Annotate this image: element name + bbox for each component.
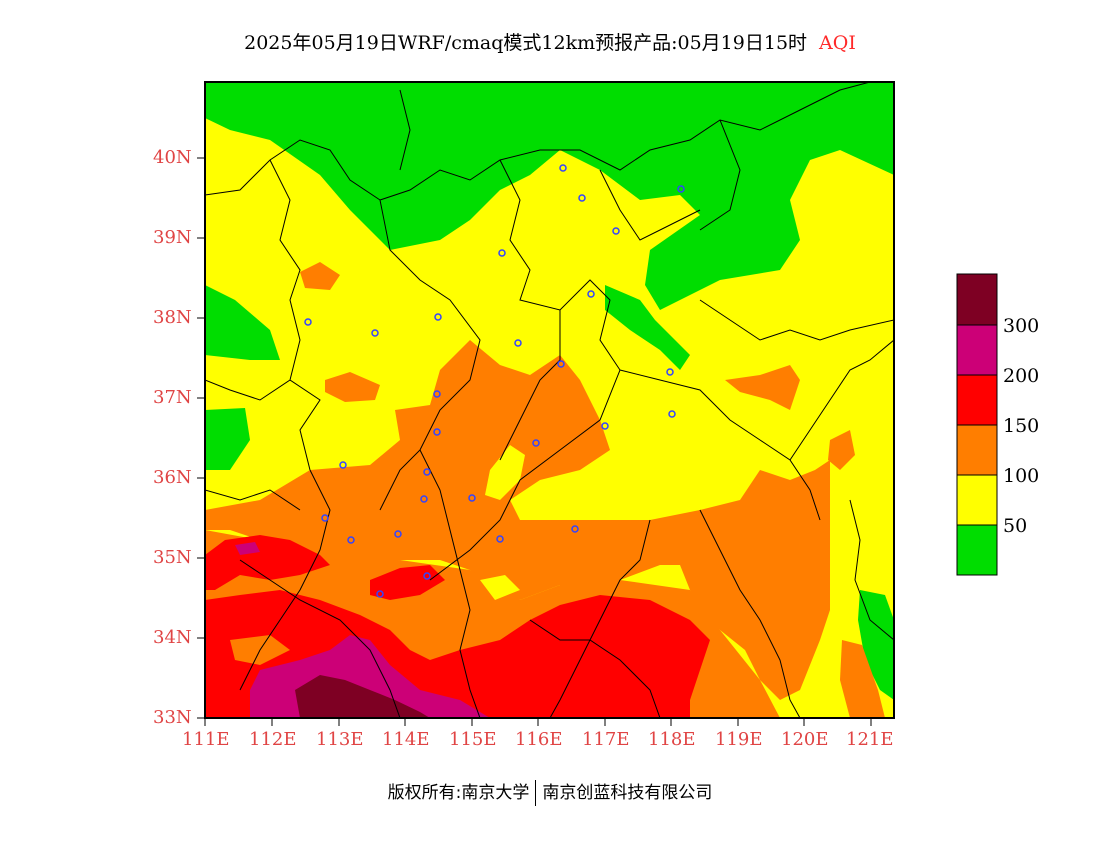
title-main: 2025年05月19日WRF/cmaq模式12km预报产品:05月19日15时 <box>244 32 808 54</box>
lon-tick-119: 119E <box>715 729 763 750</box>
lon-tick-121: 121E <box>846 729 894 750</box>
zone-usg-spot1 <box>300 262 340 290</box>
zone-unhealthy-w <box>205 535 330 590</box>
legend-swatch-hazardous <box>956 273 998 326</box>
lat-tick-39: 39N <box>153 227 192 248</box>
zone-good-west2 <box>205 408 250 470</box>
lat-tick-38: 38N <box>153 307 192 328</box>
lat-tick-36: 36N <box>153 467 192 488</box>
zone-good-bay <box>605 285 690 370</box>
lon-tick-118: 118E <box>648 729 696 750</box>
lat-tick-40: 40N <box>153 147 192 168</box>
zone-moderate-pocket <box>485 445 525 500</box>
copyright-footer: 版权所有:南京大学 南京创蓝科技有限公司 <box>0 778 1100 806</box>
lat-tick-35: 35N <box>153 547 192 568</box>
zone-usg-spot3 <box>828 430 855 470</box>
lat-tick-33: 33N <box>153 707 192 728</box>
map-title: 2025年05月19日WRF/cmaq模式12km预报产品:05月19日15时 A… <box>0 28 1100 55</box>
zone-usg-coast <box>840 640 885 718</box>
axis-ticks <box>197 157 872 726</box>
city-markers <box>304 164 685 598</box>
footer-left: 版权所有:南京大学 <box>387 783 530 803</box>
legend-label-300: 300 <box>1003 315 1040 337</box>
zone-usg-east <box>725 365 800 410</box>
lat-tick-34: 34N <box>153 627 192 648</box>
lon-tick-120: 120E <box>781 729 829 750</box>
admin-boundaries <box>205 82 894 718</box>
aqi-field <box>205 82 894 718</box>
zone-good-west <box>205 285 280 360</box>
zone-good-coast <box>858 590 894 700</box>
lon-tick-113: 113E <box>316 729 364 750</box>
zone-usg-belt <box>205 340 830 700</box>
zone-moderate-pocket2 <box>480 575 520 600</box>
legend-colorbar <box>956 273 998 576</box>
lon-tick-114: 114E <box>382 729 430 750</box>
legend-label-150: 150 <box>1003 415 1040 437</box>
zone-usg-spot2 <box>325 372 380 402</box>
lon-tick-112: 112E <box>249 729 297 750</box>
legend-swatch-moderate <box>956 474 998 526</box>
lon-tick-115: 115E <box>449 729 497 750</box>
lon-tick-116: 116E <box>515 729 563 750</box>
footer-divider <box>535 780 537 806</box>
legend-label-200: 200 <box>1003 365 1040 387</box>
title-variable: AQI <box>819 32 856 54</box>
legend-label-50: 50 <box>1003 515 1028 537</box>
zone-good-north <box>205 82 894 310</box>
lon-tick-111: 111E <box>182 729 230 750</box>
legend-label-100: 100 <box>1003 465 1040 487</box>
zone-very-unhealthy-spot <box>235 542 260 555</box>
legend-swatch-unhealthy <box>956 374 998 426</box>
legend-swatch-very-unhealthy <box>956 324 998 376</box>
lon-tick-117: 117E <box>582 729 630 750</box>
map-frame <box>204 81 895 719</box>
footer-right: 南京创蓝科技有限公司 <box>542 783 713 803</box>
legend-swatch-good <box>956 524 998 576</box>
legend-swatch-usg <box>956 424 998 476</box>
lat-tick-37: 37N <box>153 387 192 408</box>
